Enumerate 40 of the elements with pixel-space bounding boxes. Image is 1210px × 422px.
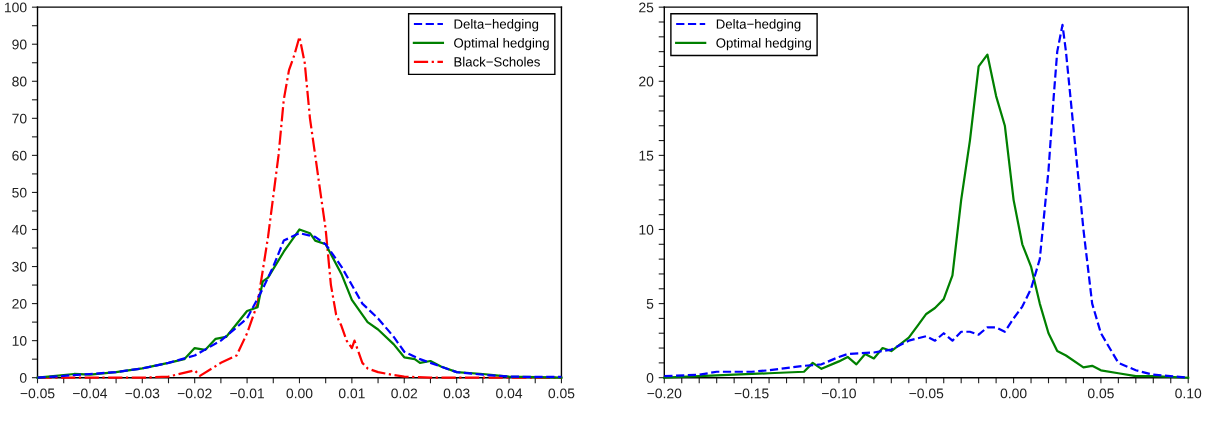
x-tick-label: 0.00	[286, 388, 313, 399]
y-tick-label: 0	[19, 373, 27, 383]
y-tick-label: 60	[12, 150, 27, 161]
x-tick-label: −0.05	[20, 388, 55, 399]
y-tick-label: 100	[4, 2, 27, 13]
x-tick-label: −0.03	[125, 388, 160, 399]
legend-label: Delta−hedging	[454, 19, 539, 32]
y-tick-label: 0	[646, 373, 654, 383]
y-tick-label: 70	[12, 113, 27, 124]
x-tick-label: −0.10	[822, 388, 856, 399]
y-tick-label: 20	[12, 298, 27, 309]
x-tick-label: 0.04	[496, 388, 523, 399]
x-tick-label: 0.03	[443, 388, 470, 399]
legend-label: Black−Scholes	[454, 56, 540, 67]
x-tick-label: 0.00	[1000, 388, 1027, 399]
x-tick-label: −0.20	[647, 388, 682, 399]
x-tick-label: −0.05	[909, 388, 944, 399]
y-tick-label: 15	[639, 150, 654, 161]
x-tick-label: 0.02	[391, 388, 418, 399]
y-tick-label: 5	[646, 299, 654, 309]
x-tick-label: −0.15	[734, 388, 769, 399]
legend-label: Optimal hedging	[454, 37, 549, 51]
y-tick-label: 10	[12, 335, 27, 346]
y-tick-label: 20	[639, 76, 654, 87]
legend-label: Delta−hedging	[716, 19, 801, 32]
x-tick-label: −0.01	[230, 388, 264, 399]
x-tick-label: 0.01	[338, 388, 365, 399]
y-tick-label: 80	[12, 76, 27, 87]
legend-label: Optimal hedging	[716, 37, 811, 51]
y-tick-label: 10	[639, 224, 654, 235]
x-tick-label: 0.10	[1175, 388, 1202, 399]
x-tick-label: 0.05	[548, 388, 575, 399]
x-tick-label: 0.05	[1087, 388, 1114, 399]
x-tick-label: −0.04	[73, 388, 108, 399]
y-tick-label: 90	[12, 39, 27, 50]
y-tick-label: 50	[12, 187, 27, 198]
x-tick-label: −0.02	[177, 388, 212, 399]
y-tick-label: 40	[11, 224, 27, 235]
y-tick-label: 25	[639, 2, 654, 13]
y-tick-label: 30	[12, 261, 27, 272]
